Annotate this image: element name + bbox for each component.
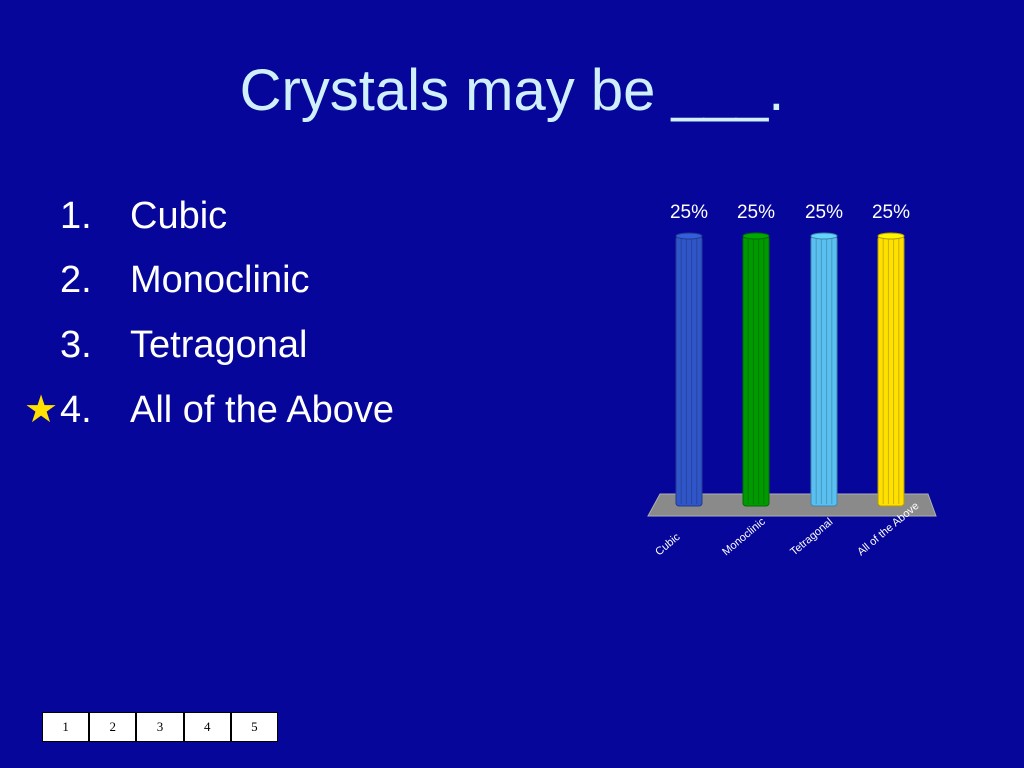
chart-bar-top [877,232,905,240]
answer-option-3: 3. Tetragonal [0,321,520,369]
chart-svg: 25%Cubic25%Monoclinic25%Tetragonal25%All… [647,202,937,559]
option-number: 1. [60,195,92,237]
answer-option-2: 2. Monoclinic [0,256,520,304]
chart-value-label: 25% [737,202,775,223]
slide-title: Crystals may be ___. [239,58,785,123]
chart-bar-4 [877,235,905,507]
answer-option-4: ★ 4. All of the Above [0,386,520,434]
page-selector: 1 2 3 4 5 [42,712,278,742]
answer-option-1: 1. Cubic [0,192,520,240]
chart-category-label: Tetragonal [788,516,835,558]
chart-value-label: 25% [670,202,708,223]
chart-bar-3 [810,235,838,507]
page-button-5[interactable]: 5 [251,719,258,734]
chart-bar-2 [742,235,770,507]
chart-bar-top [675,232,703,240]
response-bar-chart: 25% Cubic 25% Monoclinic 25% Tetragonal 25% All… [620,180,960,625]
chart-value-label: 25% [872,202,910,223]
option-text: All of the Above [130,389,395,431]
page-button-4[interactable]: 4 [185,713,232,741]
option-text: Tetragonal [130,324,308,366]
chart-bar-top [810,232,838,240]
chart-category-label: Monoclinic [720,515,768,558]
option-number: 2. [60,259,92,301]
chart-category-label: Cubic [653,531,683,559]
star-icon: ★ [24,389,59,431]
option-text: Cubic [130,195,228,237]
page-button-3[interactable]: 3 [137,713,185,741]
page-button-1[interactable]: 1 [43,713,91,741]
chart-floor [647,493,937,517]
chart-bar-1 [675,235,703,507]
chart-value-label: 25% [805,202,843,223]
option-text: Monoclinic [130,259,310,301]
option-number: 4. [60,389,92,431]
page-button-2[interactable]: 2 [90,713,138,741]
chart-bar-top [742,232,770,240]
option-number: 3. [60,324,92,366]
